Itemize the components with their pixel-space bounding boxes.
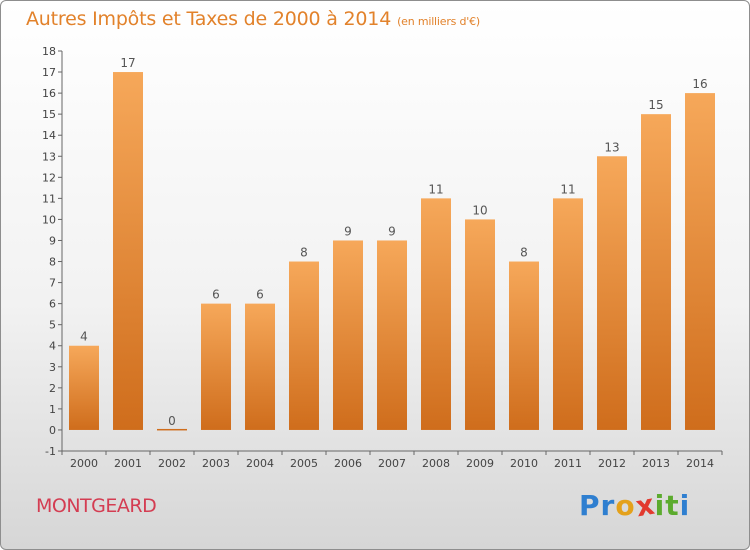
chart-title-text: Autres Impôts et Taxes de 2000 à 2014 — [26, 8, 392, 30]
y-tick-label: 8 — [49, 256, 56, 269]
x-tick-label: 2006 — [334, 457, 362, 470]
bar — [201, 303, 231, 430]
x-tick-label: 2002 — [158, 457, 186, 470]
y-tick-label: 15 — [42, 108, 56, 121]
bar — [377, 240, 407, 430]
y-tick-label: 7 — [49, 277, 56, 290]
bar — [69, 345, 99, 430]
bar — [509, 261, 539, 430]
y-tick-label: 16 — [42, 87, 56, 100]
logo-letter: o — [615, 489, 636, 522]
x-tick-label: 2003 — [202, 457, 230, 470]
data-label: 0 — [168, 414, 176, 428]
data-label: 8 — [520, 246, 528, 260]
y-tick-label: 4 — [49, 340, 56, 353]
data-label: 17 — [120, 56, 135, 70]
y-tick-label: 3 — [49, 361, 56, 374]
chart-unit: (en milliers d'€) — [397, 15, 480, 28]
bar — [421, 198, 451, 430]
bar — [333, 240, 363, 430]
data-label: 6 — [212, 288, 220, 302]
commune-name: MONTGEARD — [36, 495, 157, 517]
x-tick-label: 2008 — [422, 457, 450, 470]
data-label: 16 — [692, 77, 707, 91]
logo-letter: P — [579, 489, 601, 522]
bar — [245, 303, 275, 430]
logo-letter: i — [654, 489, 666, 522]
y-tick-label: 18 — [42, 45, 56, 58]
data-label: 9 — [344, 224, 352, 238]
y-tick-label: 13 — [42, 150, 56, 163]
x-tick-label: 2014 — [686, 457, 714, 470]
data-label: 10 — [472, 203, 487, 217]
y-tick-label: 12 — [42, 171, 56, 184]
data-label: 11 — [428, 182, 443, 196]
y-tick-label: 0 — [49, 424, 56, 437]
bar — [289, 261, 319, 430]
y-tick-label: 9 — [49, 234, 56, 247]
x-tick-label: 2004 — [246, 457, 274, 470]
bar — [641, 114, 671, 430]
y-tick-label: 1 — [49, 403, 56, 416]
data-label: 4 — [80, 330, 88, 344]
data-label: 15 — [648, 98, 663, 112]
bar — [157, 428, 187, 431]
x-tick-label: 2000 — [70, 457, 98, 470]
data-label: 13 — [604, 140, 619, 154]
y-tick-label: 10 — [42, 213, 56, 226]
x-tick-label: 2005 — [290, 457, 318, 470]
bar — [553, 198, 583, 430]
x-tick-label: 2007 — [378, 457, 406, 470]
data-label: 11 — [560, 182, 575, 196]
x-tick-label: 2012 — [598, 457, 626, 470]
y-tick-label: 6 — [49, 298, 56, 311]
y-tick-label: 14 — [42, 129, 56, 142]
x-tick-label: 2011 — [554, 457, 582, 470]
bar — [685, 93, 715, 430]
logo-letter: r — [600, 489, 616, 522]
data-label: 9 — [388, 224, 396, 238]
bar — [597, 156, 627, 430]
y-tick-label: -1 — [45, 445, 56, 458]
proxiti-logo: Proxiti — [579, 488, 691, 524]
x-tick-label: 2001 — [114, 457, 142, 470]
chart-title: Autres Impôts et Taxes de 2000 à 2014 (en… — [26, 8, 480, 30]
bar — [465, 219, 495, 430]
x-tick-label: 2009 — [466, 457, 494, 470]
data-label: 8 — [300, 246, 308, 260]
y-tick-label: 2 — [49, 382, 56, 395]
logo-letter: t — [665, 489, 680, 522]
y-tick-label: 5 — [49, 319, 56, 332]
logo-letter: i — [679, 489, 691, 522]
y-tick-label: 11 — [42, 192, 56, 205]
x-tick-label: 2010 — [510, 457, 538, 470]
y-tick-label: 17 — [42, 66, 56, 79]
x-tick-label: 2013 — [642, 457, 670, 470]
bar — [113, 72, 143, 430]
data-label: 6 — [256, 288, 264, 302]
